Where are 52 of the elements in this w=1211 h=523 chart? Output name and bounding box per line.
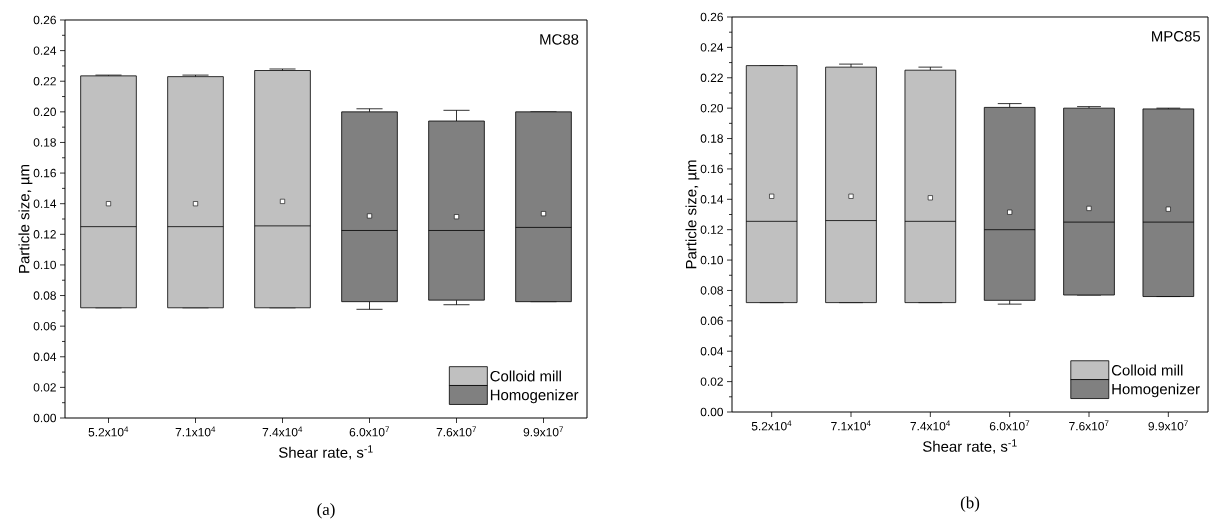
- y-tick-label: 0.12: [33, 230, 56, 239]
- legend-label: Homogenizer: [490, 389, 579, 404]
- text: MC88: [540, 34, 579, 45]
- y-tick-label: 0.04: [33, 352, 57, 361]
- x-tick-label: 7.1x10$^{4}$: [175, 426, 216, 437]
- text: MPC85: [1152, 31, 1201, 42]
- text: (a): [317, 503, 335, 519]
- y-tick-label: 0.26: [33, 15, 56, 25]
- y-tick-label: 0.20: [700, 103, 724, 113]
- x-tick-label: 6.0x10$^{7}$: [349, 426, 390, 437]
- y-tick-label: 0.22: [33, 77, 56, 86]
- x-tick-label: 7.4x10$^{4}$: [262, 426, 303, 437]
- y-tick-label: 0.24: [700, 43, 724, 52]
- y-tick-label: 0.06: [33, 321, 56, 331]
- y-tick-label: 0.22: [700, 73, 723, 82]
- x-tick-label: 5.2x10$^{4}$: [751, 420, 792, 431]
- x-tick-label: 7.1x10$^{4}$: [831, 420, 871, 431]
- legend-label: Colloid mill: [1111, 364, 1183, 376]
- legend-label: Homogenizer: [1112, 383, 1200, 398]
- y-tick-label: 0.12: [700, 225, 723, 234]
- y-tick-label: 0.10: [700, 255, 724, 265]
- y-tick-label: 0.04: [700, 347, 724, 356]
- y-tick-label: 0.26: [700, 12, 723, 22]
- y-tick-label: 0.16: [700, 164, 723, 174]
- legend-label: Colloid mill: [490, 370, 561, 382]
- x-axis-title: Shear rate, s$^{-1}$: [279, 445, 373, 460]
- y-tick-label: 0.24: [33, 46, 57, 55]
- text: (b): [960, 496, 980, 512]
- y-tick-label: 0.14: [33, 199, 57, 208]
- x-tick-label: 7.6x10$^{7}$: [436, 426, 477, 437]
- y-tick-label: 0.20: [33, 107, 57, 117]
- y-tick-label: 0.02: [700, 377, 723, 386]
- x-axis-title: Shear rate, s$^{-1}$: [923, 439, 1017, 454]
- x-tick-label: 9.9x10$^{7}$: [1148, 420, 1188, 431]
- x-tick-label: 9.9x10$^{7}$: [523, 426, 564, 437]
- y-tick-label: 0.10: [33, 260, 57, 270]
- y-tick-label: 0.08: [700, 286, 723, 295]
- y-tick-label: 0.18: [700, 134, 723, 143]
- y-tick-label: 0.16: [33, 168, 56, 178]
- y-axis-title: Particle size, µm: [685, 160, 700, 269]
- y-tick-label: 0.02: [33, 383, 56, 392]
- y-tick-label: 0.18: [33, 138, 56, 147]
- y-tick-label: 0.00: [700, 407, 724, 417]
- y-tick-label: 0.14: [700, 195, 724, 204]
- y-axis-title: Particle size, µm: [18, 165, 33, 273]
- x-tick-label: 7.4x10$^{4}$: [910, 420, 951, 431]
- x-tick-label: 5.2x10$^{4}$: [88, 426, 129, 437]
- y-tick-label: 0.08: [33, 291, 56, 300]
- y-tick-label: 0.06: [700, 316, 723, 326]
- x-tick-label: 6.0x10$^{7}$: [989, 420, 1030, 431]
- x-tick-label: 7.6x10$^{7}$: [1069, 420, 1109, 431]
- y-tick-label: 0.00: [33, 413, 57, 423]
